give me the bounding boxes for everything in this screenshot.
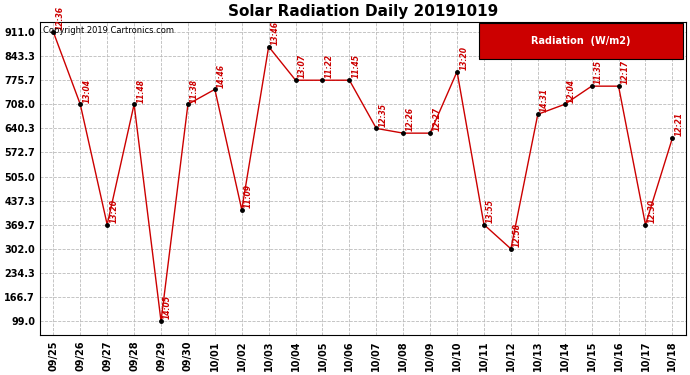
Text: 12:26: 12:26: [406, 107, 415, 131]
Text: 12:04: 12:04: [567, 78, 576, 102]
Text: Copyright 2019 Cartronics.com: Copyright 2019 Cartronics.com: [43, 26, 174, 35]
Text: 12:30: 12:30: [648, 199, 657, 223]
Text: 12:58: 12:58: [513, 223, 522, 247]
Text: 13:20: 13:20: [460, 46, 469, 70]
Text: 11:09: 11:09: [244, 184, 253, 208]
Text: 11:48: 11:48: [136, 78, 146, 102]
Text: 14:31: 14:31: [540, 88, 549, 112]
Text: 11:35: 11:35: [594, 60, 603, 84]
Text: 13:20: 13:20: [109, 199, 119, 223]
Text: 11:22: 11:22: [325, 54, 334, 78]
Text: 12:21: 12:21: [675, 112, 684, 136]
Title: Solar Radiation Daily 20191019: Solar Radiation Daily 20191019: [228, 4, 498, 19]
Text: 14:05: 14:05: [163, 296, 172, 320]
Text: 12:27: 12:27: [433, 107, 442, 131]
Text: 14:46: 14:46: [217, 64, 226, 88]
Text: 13:46: 13:46: [270, 21, 280, 45]
Text: 12:36: 12:36: [55, 6, 64, 30]
Text: 13:04: 13:04: [82, 78, 92, 102]
Text: Radiation  (W/m2): Radiation (W/m2): [531, 36, 631, 46]
Text: 13:55: 13:55: [486, 199, 495, 223]
Text: 12:17: 12:17: [621, 60, 630, 84]
Text: 12:35: 12:35: [379, 103, 388, 127]
Text: 11:38: 11:38: [190, 78, 199, 102]
FancyBboxPatch shape: [479, 23, 682, 59]
Text: 11:45: 11:45: [352, 54, 361, 78]
Text: 13:07: 13:07: [298, 54, 307, 78]
